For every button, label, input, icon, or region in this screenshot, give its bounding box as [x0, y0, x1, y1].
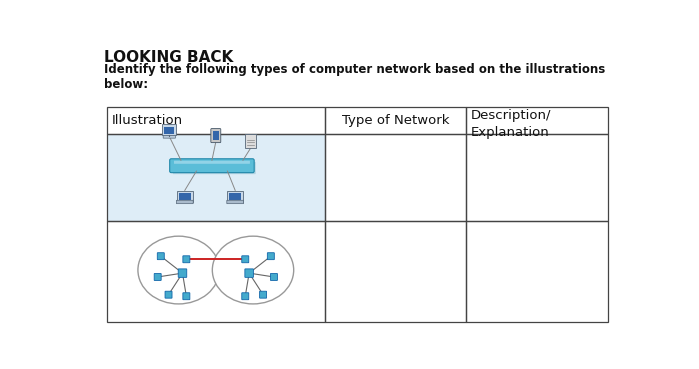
Bar	[107, 221, 325, 322]
FancyBboxPatch shape	[211, 128, 221, 142]
Bar	[466, 107, 608, 134]
FancyBboxPatch shape	[183, 256, 190, 263]
Bar	[325, 107, 466, 134]
Bar	[107, 221, 325, 322]
Bar	[325, 221, 466, 322]
Bar	[325, 221, 466, 322]
Text: LOOKING BACK: LOOKING BACK	[104, 50, 233, 65]
Text: Type of Network: Type of Network	[342, 114, 449, 127]
Bar	[325, 134, 466, 221]
Bar	[466, 221, 608, 322]
FancyBboxPatch shape	[242, 293, 249, 300]
Bar	[164, 127, 175, 134]
FancyBboxPatch shape	[163, 135, 175, 138]
FancyBboxPatch shape	[157, 253, 164, 260]
Bar	[325, 134, 466, 221]
FancyBboxPatch shape	[259, 291, 266, 298]
Text: Identify the following types of computer network based on the illustrations
belo: Identify the following types of computer…	[104, 63, 605, 91]
FancyBboxPatch shape	[226, 200, 243, 204]
Bar	[107, 134, 325, 221]
Bar	[466, 107, 608, 134]
Bar	[107, 134, 325, 221]
Ellipse shape	[212, 236, 294, 304]
Ellipse shape	[138, 236, 219, 304]
FancyBboxPatch shape	[183, 293, 190, 300]
Bar	[107, 107, 325, 134]
FancyBboxPatch shape	[267, 253, 274, 260]
FancyBboxPatch shape	[165, 291, 172, 298]
Bar	[325, 107, 466, 134]
Bar	[229, 193, 241, 200]
FancyBboxPatch shape	[170, 159, 254, 173]
FancyBboxPatch shape	[162, 124, 176, 135]
FancyBboxPatch shape	[245, 269, 254, 277]
FancyBboxPatch shape	[271, 273, 278, 280]
Text: Description/
Explanation: Description/ Explanation	[471, 109, 552, 139]
Bar	[179, 193, 191, 200]
Bar	[466, 134, 608, 221]
FancyBboxPatch shape	[178, 269, 187, 277]
Bar	[466, 134, 608, 221]
Text: Illustration: Illustration	[111, 114, 182, 127]
Bar	[107, 107, 325, 134]
FancyBboxPatch shape	[227, 192, 243, 201]
FancyBboxPatch shape	[154, 273, 161, 280]
FancyBboxPatch shape	[242, 256, 249, 263]
Bar	[212, 131, 219, 141]
FancyBboxPatch shape	[176, 200, 193, 204]
Bar	[466, 221, 608, 322]
FancyBboxPatch shape	[177, 192, 192, 201]
FancyBboxPatch shape	[174, 161, 250, 164]
FancyBboxPatch shape	[173, 162, 256, 174]
FancyBboxPatch shape	[245, 134, 256, 148]
